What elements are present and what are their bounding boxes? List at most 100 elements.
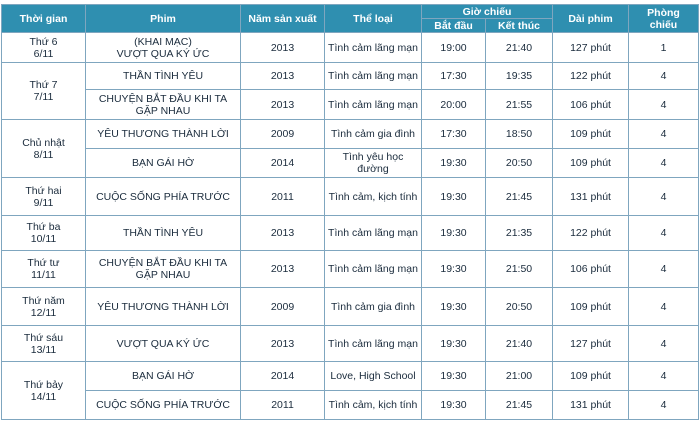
start-cell: 19:30 — [421, 148, 486, 178]
film-cell: BẠN GÁI HỜ — [85, 361, 241, 391]
year-cell: 2013 — [240, 32, 325, 63]
end-cell: 21:45 — [484, 390, 554, 420]
film-cell: CHUYỆN BẮT ĐẦU KHI TA GẶP NHAU — [85, 250, 241, 288]
end-cell: 21:55 — [484, 89, 554, 120]
end-cell: 21:00 — [484, 361, 554, 391]
end-cell: 19:35 — [484, 62, 554, 90]
day-cell: Thứ hai 9/11 — [1, 177, 86, 216]
film-cell: BẠN GÁI HỜ — [85, 148, 241, 178]
genre-cell: Tình cảm gia đình — [324, 119, 422, 149]
year-cell: 2013 — [240, 62, 325, 90]
genre-cell: Tình cảm lãng mạn — [324, 89, 422, 120]
table-row: Thứ 6 6/11 (KHAI MẠC) VƯỢT QUA KÝ ỨC 2013 … — [1, 32, 700, 63]
end-cell: 21:45 — [484, 177, 554, 216]
year-cell: 2014 — [240, 148, 325, 178]
table-row: BẠN GÁI HỜ 2014 Tình yêu học đường 19:30… — [2, 148, 700, 178]
day-cell: Thứ 6 6/11 — [1, 32, 86, 63]
header-year: Năm sản xuất — [240, 4, 325, 33]
table-row: Chủ nhật 8/11 YÊU THƯƠNG THÀNH LỜI 2009 T… — [1, 119, 700, 178]
day-cell: Thứ năm 12/11 — [1, 287, 86, 326]
header-room: Phòng chiếu — [628, 4, 700, 33]
day-cell: Thứ bảy 14/11 — [1, 361, 86, 420]
header-end: Kết thúc — [484, 18, 554, 33]
end-cell: 20:50 — [484, 287, 554, 326]
room-cell: 4 — [628, 62, 700, 90]
end-cell: 21:35 — [484, 215, 554, 251]
length-cell: 131 phút — [552, 177, 630, 216]
length-cell: 106 phút — [552, 89, 630, 120]
length-cell: 131 phút — [552, 390, 630, 420]
start-cell: 17:30 — [421, 119, 486, 149]
film-cell: CUỘC SỐNG PHÍA TRƯỚC — [85, 177, 241, 216]
table-row: Thứ sáu 13/11 VƯỢT QUA KÝ ỨC 2013 Tình cả… — [1, 325, 700, 362]
room-cell: 4 — [628, 148, 700, 178]
year-cell: 2009 — [240, 119, 325, 149]
start-cell: 19:30 — [421, 250, 486, 288]
room-cell: 4 — [628, 325, 700, 362]
length-cell: 109 phút — [552, 119, 630, 149]
day-cell: Thứ 7 7/11 — [1, 62, 86, 120]
genre-cell: Tình cảm lãng mạn — [324, 215, 422, 251]
year-cell: 2009 — [240, 287, 325, 326]
start-cell: 19:30 — [421, 177, 486, 216]
film-cell: YÊU THƯƠNG THÀNH LỜI — [85, 119, 241, 149]
day-cell: Thứ ba 10/11 — [1, 215, 86, 251]
table-row: CHUYỆN BẮT ĐẦU KHI TA GẶP NHAU 2013 Tình … — [2, 89, 700, 120]
film-cell: VƯỢT QUA KÝ ỨC — [85, 325, 241, 362]
start-cell: 19:00 — [421, 32, 486, 63]
end-cell: 21:40 — [484, 32, 554, 63]
room-cell: 4 — [628, 215, 700, 251]
header-start: Bắt đầu — [421, 18, 486, 33]
table-row: Thứ năm 12/11 YÊU THƯƠNG THÀNH LỜI 2009 T… — [1, 287, 700, 326]
day-cell: Chủ nhật 8/11 — [1, 119, 86, 178]
film-cell: CHUYỆN BẮT ĐẦU KHI TA GẶP NHAU — [85, 89, 241, 120]
room-cell: 4 — [628, 361, 700, 391]
table-row: Thứ bảy 14/11 BẠN GÁI HỜ 2014 Love, High … — [1, 361, 700, 420]
day-cell: Thứ sáu 13/11 — [1, 325, 86, 362]
length-cell: 122 phút — [552, 62, 630, 90]
length-cell: 106 phút — [552, 250, 630, 288]
film-cell: THẦN TÌNH YÊU — [85, 62, 241, 90]
year-cell: 2014 — [240, 361, 325, 391]
room-cell: 4 — [628, 119, 700, 149]
header-genre: Thể loại — [324, 4, 422, 33]
end-cell: 21:50 — [484, 250, 554, 288]
length-cell: 109 phút — [552, 287, 630, 326]
length-cell: 109 phút — [552, 148, 630, 178]
day-cell: Thứ tư 11/11 — [1, 250, 86, 288]
genre-cell: Love, High School — [324, 361, 422, 391]
year-cell: 2013 — [240, 250, 325, 288]
end-cell: 18:50 — [484, 119, 554, 149]
genre-cell: Tình cảm gia đình — [324, 287, 422, 326]
end-cell: 20:50 — [484, 148, 554, 178]
table-row: Thứ hai 9/11 CUỘC SỐNG PHÍA TRƯỚC 2011 Tì… — [1, 177, 700, 216]
header-showtime: Giờ chiếu — [420, 4, 554, 19]
genre-cell: Tình cảm, kịch tính — [324, 177, 422, 216]
year-cell: 2013 — [240, 215, 325, 251]
film-cell: (KHAI MẠC) VƯỢT QUA KÝ ỨC — [85, 32, 241, 63]
genre-cell: Tình cảm, kịch tính — [324, 390, 422, 420]
room-cell: 4 — [628, 390, 700, 420]
year-cell: 2011 — [240, 177, 325, 216]
header-film: Phim — [85, 4, 241, 33]
room-cell: 4 — [628, 89, 700, 120]
start-cell: 19:30 — [421, 287, 486, 326]
genre-cell: Tình cảm lãng mạn — [324, 325, 422, 362]
length-cell: 127 phút — [552, 32, 630, 63]
film-cell: YÊU THƯƠNG THÀNH LỜI — [85, 287, 241, 326]
screening-schedule-table: Thời gian Phim Năm sản xuất Thể loại Giờ… — [1, 4, 700, 420]
film-cell: THẦN TÌNH YÊU — [85, 215, 241, 251]
start-cell: 19:30 — [421, 361, 486, 391]
room-cell: 4 — [628, 177, 700, 216]
year-cell: 2013 — [240, 325, 325, 362]
header-length: Dài phim — [552, 4, 630, 33]
year-cell: 2013 — [240, 89, 325, 120]
start-cell: 20:00 — [421, 89, 486, 120]
table-row: Thứ tư 11/11 CHUYỆN BẮT ĐẦU KHI TA GẶP NHA… — [1, 250, 700, 288]
start-cell: 19:30 — [421, 215, 486, 251]
room-cell: 4 — [628, 287, 700, 326]
header-day: Thời gian — [1, 4, 86, 33]
film-cell: CUỘC SỐNG PHÍA TRƯỚC — [85, 390, 241, 420]
length-cell: 109 phút — [552, 361, 630, 391]
